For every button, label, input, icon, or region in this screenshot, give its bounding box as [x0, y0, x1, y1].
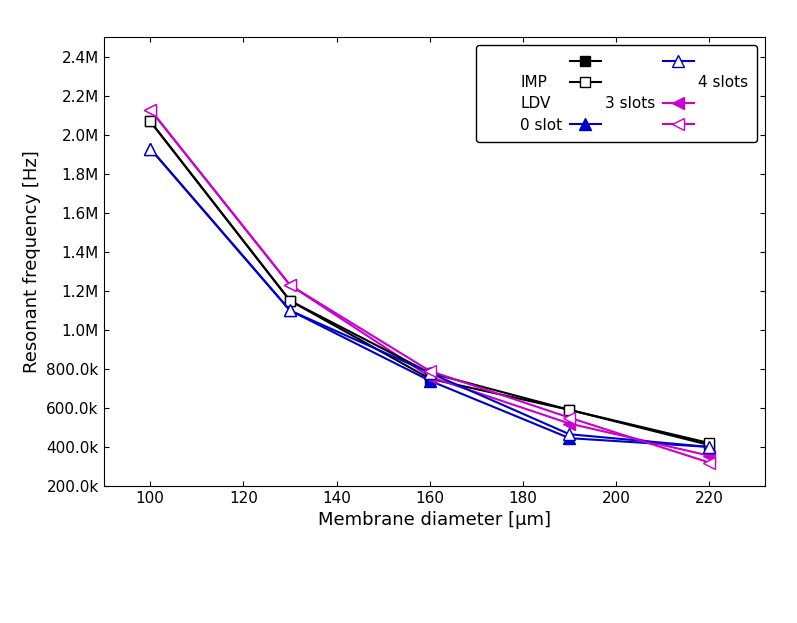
Y-axis label: Resonant frequency [Hz]: Resonant frequency [Hz]: [23, 150, 41, 373]
Legend: , IMP, LDV, 0 slot, , , 3 slots, , , 4 slots, , : , IMP, LDV, 0 slot, , , 3 slots, , , 4 s…: [476, 45, 757, 141]
X-axis label: Membrane diameter [μm]: Membrane diameter [μm]: [318, 511, 551, 530]
